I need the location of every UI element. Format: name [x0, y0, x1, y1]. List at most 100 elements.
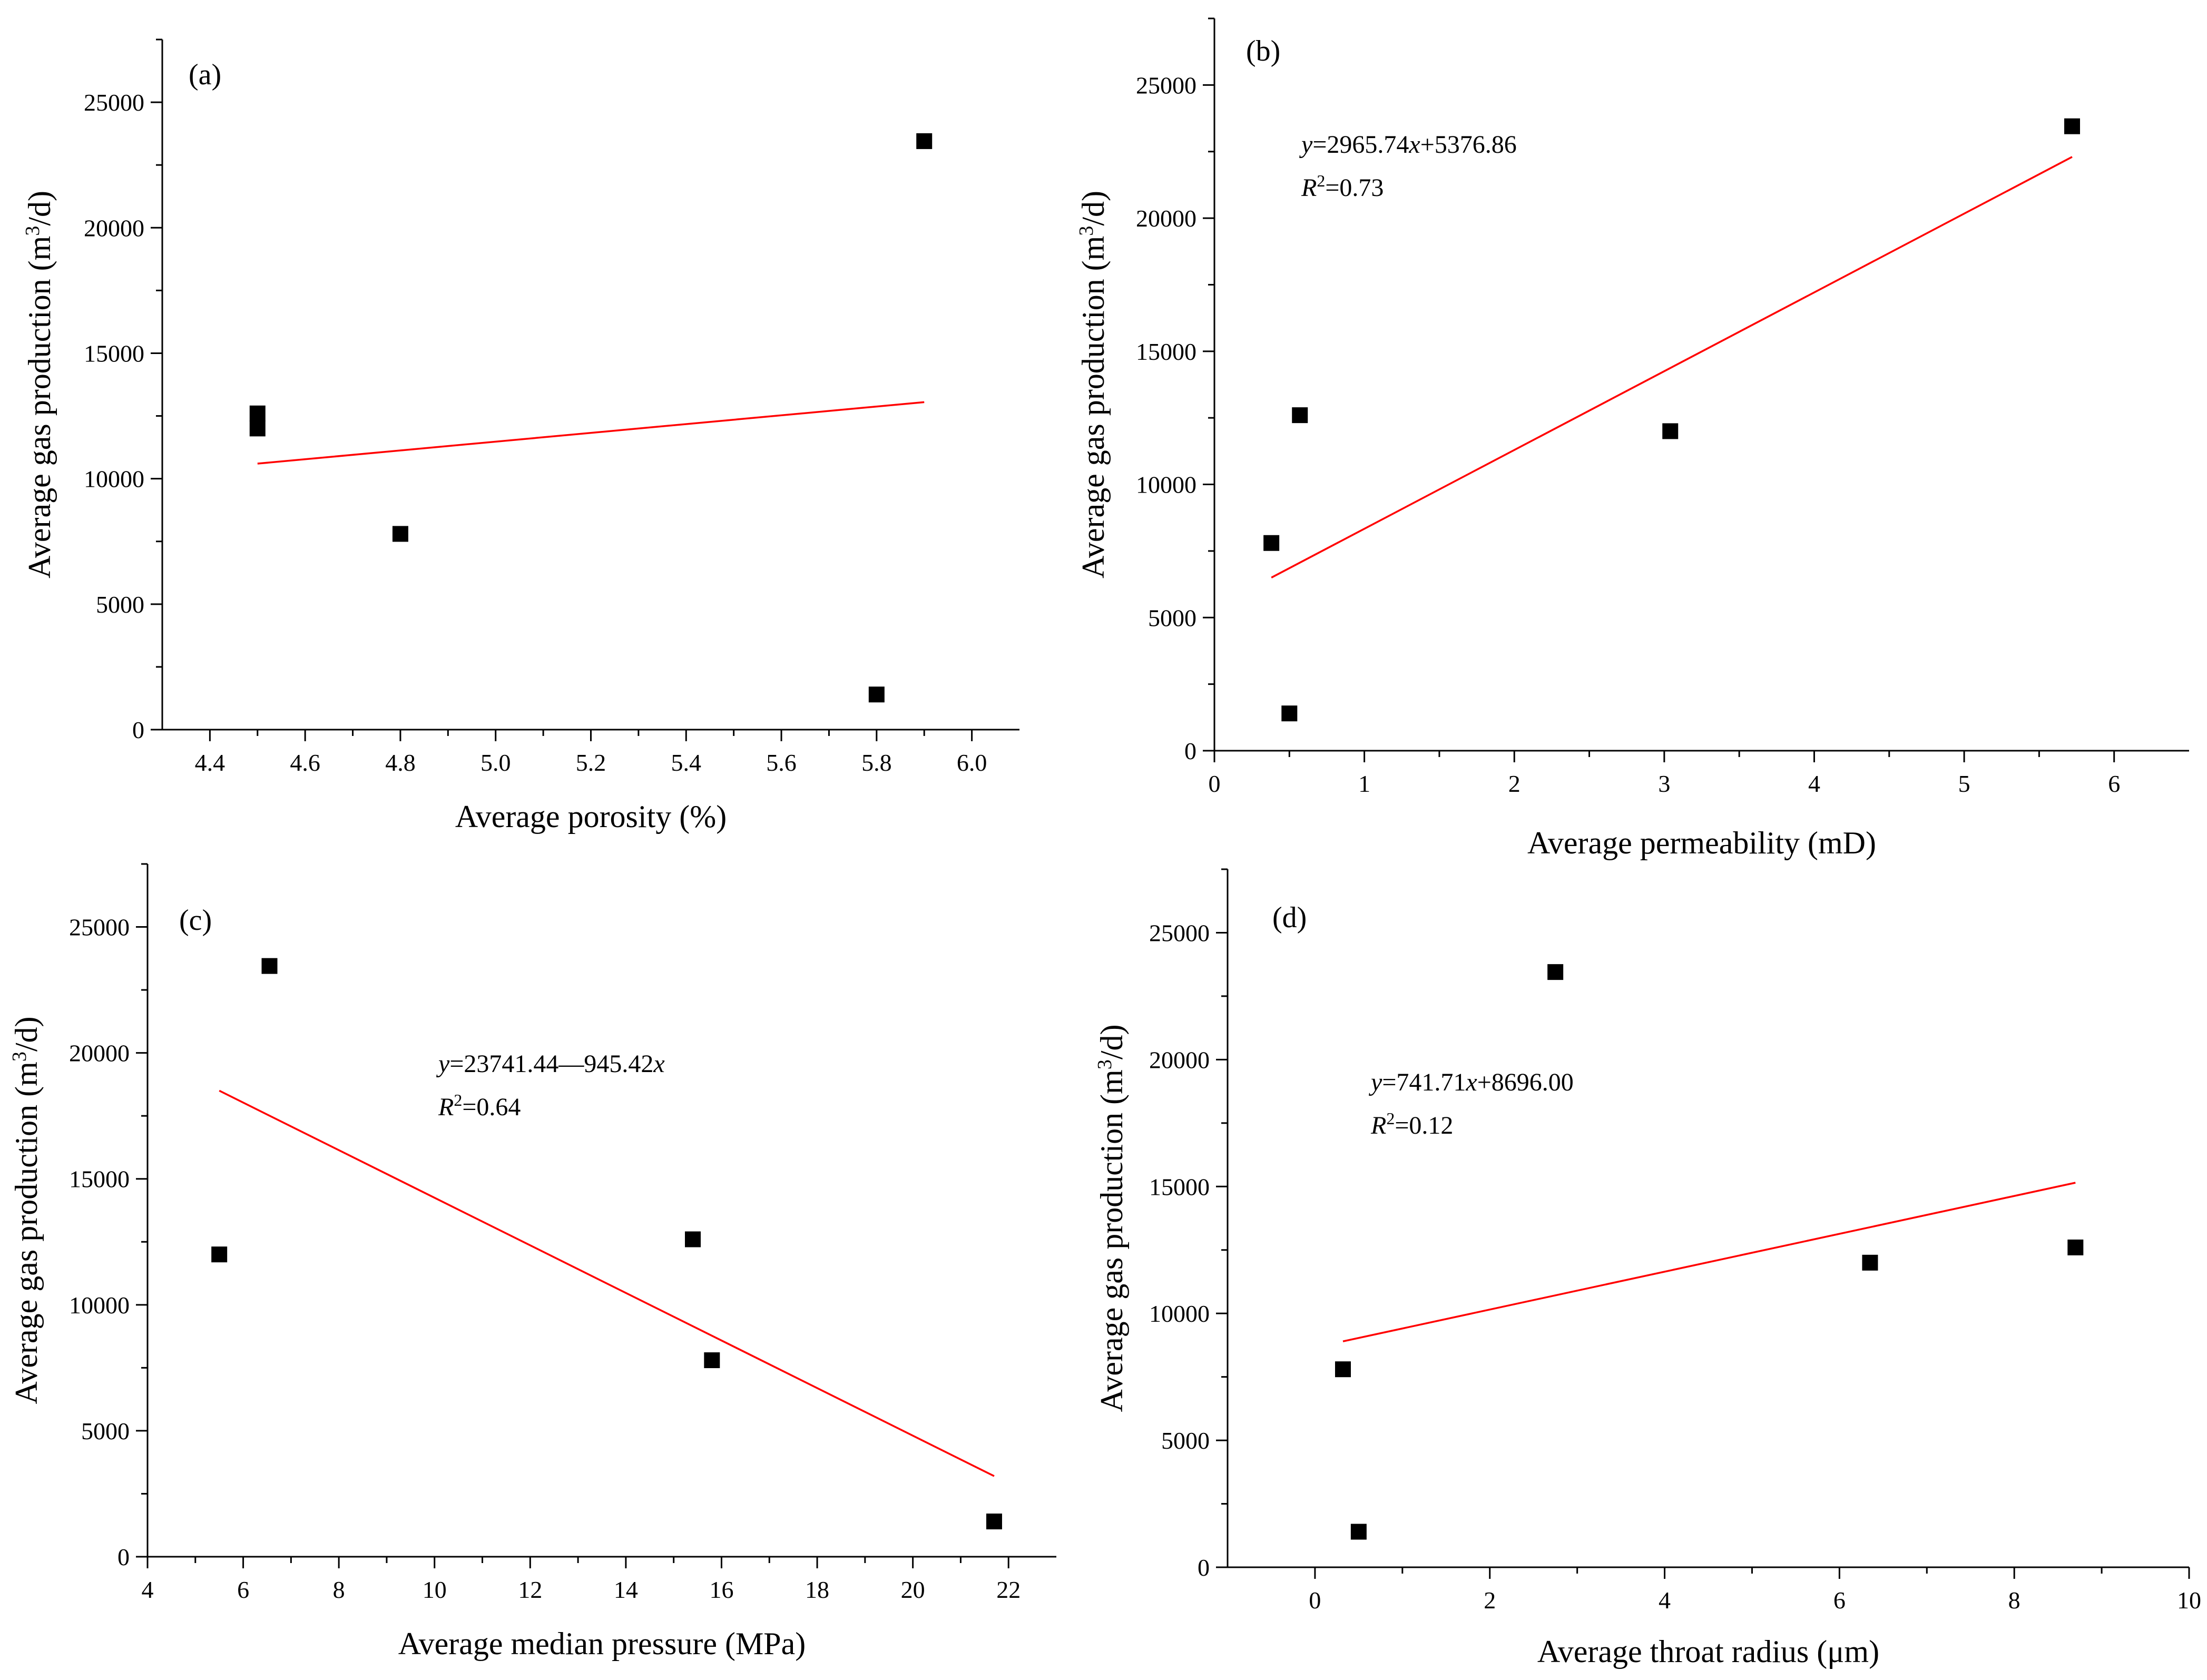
x-tick-label: 4	[1659, 1587, 1671, 1614]
equation-intercept: +8696.00	[1477, 1068, 1574, 1096]
equation-x-var: x	[1465, 1068, 1477, 1096]
equation-rhs: =741.71	[1382, 1068, 1466, 1096]
y-tick-label: 25000	[69, 914, 130, 941]
x-tick-label: 4	[142, 1576, 154, 1603]
x-tick-label: 6	[1833, 1587, 1846, 1614]
y-tick-label: 15000	[69, 1166, 130, 1193]
panel-label: (d)	[1272, 901, 1307, 934]
x-tick-label: 10	[423, 1576, 447, 1603]
y-axis-title-part: /d)	[9, 1017, 44, 1052]
y-tick-label: 20000	[84, 214, 144, 241]
x-tick-label: 14	[614, 1576, 638, 1603]
equation-y-var: y	[1368, 1068, 1382, 1096]
x-tick-label: 0	[1309, 1587, 1321, 1614]
x-tick-label: 3	[1658, 770, 1670, 797]
fit-line	[1342, 1182, 2076, 1342]
x-tick-label: 6	[237, 1576, 249, 1603]
x-tick-label: 20	[901, 1576, 925, 1603]
x-tick-label: 5.6	[766, 749, 797, 776]
fit-line	[257, 401, 925, 465]
data-point	[1281, 705, 1298, 722]
x-tick-label: 0	[1209, 770, 1221, 797]
y-tick-label: 0	[132, 716, 144, 743]
equation-rhs: =23741.44—945.42	[449, 1050, 653, 1078]
r-squared-exponent: 2	[1386, 1109, 1395, 1128]
y-tick-label: 5000	[81, 1418, 130, 1445]
data-point	[916, 133, 933, 149]
y-axis-title-part: Average gas production (m	[1094, 1069, 1129, 1412]
panel-label: (c)	[179, 904, 212, 937]
y-tick-label: 25000	[1136, 72, 1196, 99]
x-tick-label: 5	[1958, 770, 1970, 797]
x-tick-label: 4.4	[195, 749, 225, 776]
y-axis-title-superscript: 3	[1094, 1059, 1116, 1069]
r-squared-var: R	[1301, 174, 1317, 202]
x-tick-label: 5.8	[861, 749, 892, 776]
y-axis-title-part: /d)	[1076, 191, 1111, 226]
equation-y-var: y	[1299, 131, 1313, 159]
r-squared-var: R	[1370, 1112, 1386, 1139]
x-tick-label: 2	[1508, 770, 1521, 797]
x-axis-title: Average throat radius (μm)	[1537, 1634, 1879, 1669]
x-tick-label: 4.6	[290, 749, 320, 776]
y-tick-label: 10000	[1149, 1300, 1210, 1327]
y-tick-label: 20000	[69, 1040, 130, 1067]
panel-c: 4 6 8 10 12 14 16 18 20 22 0 5000 10000 15000 20000 250…	[8, 863, 1056, 1661]
panel-b: 0 1 2 3 4 5 6 0 5000 10000 15000 20000 25000 Average …	[1075, 17, 2189, 860]
r-squared: R2=0.12	[1370, 1109, 1453, 1139]
data-point	[704, 1352, 720, 1369]
y-tick-label: 10000	[69, 1292, 130, 1319]
y-tick-label: 10000	[1136, 471, 1196, 498]
x-tick-label: 5.2	[576, 749, 606, 776]
x-tick-label: 8	[2008, 1587, 2020, 1614]
y-tick-label: 0	[1198, 1554, 1210, 1581]
r-squared-value: =0.73	[1325, 174, 1384, 202]
x-tick-label: 22	[996, 1576, 1021, 1603]
x-tick-label: 2	[1484, 1587, 1496, 1614]
y-axis-title-part: Average gas production (m	[1076, 236, 1111, 578]
y-axis-title-superscript: 3	[22, 226, 44, 236]
y-axis-title: Average gas production (m3/d)	[22, 191, 57, 578]
r-squared: R2=0.64	[438, 1090, 521, 1121]
data-point	[1547, 964, 1564, 980]
y-tick-label: 0	[117, 1544, 130, 1570]
x-tick-label: 12	[518, 1576, 542, 1603]
x-axis-title: Average median pressure (MPa)	[398, 1626, 806, 1661]
y-axis-title-part: Average gas production (m	[22, 236, 57, 578]
equation-x-var: x	[1408, 131, 1420, 159]
x-tick-label: 8	[333, 1576, 345, 1603]
panel-label: (b)	[1246, 35, 1280, 67]
r-squared-value: =0.12	[1395, 1112, 1453, 1139]
data-point	[868, 686, 885, 703]
x-tick-label: 16	[709, 1576, 733, 1603]
data-point	[1263, 535, 1280, 551]
x-tick-label: 18	[805, 1576, 829, 1603]
x-tick-label: 1	[1358, 770, 1370, 797]
r-squared-var: R	[438, 1093, 454, 1121]
data-point	[2064, 118, 2080, 134]
y-tick-label: 10000	[84, 466, 144, 493]
x-tick-label: 5.0	[480, 749, 511, 776]
data-point	[2067, 1239, 2084, 1255]
data-point	[1662, 423, 1679, 439]
y-axis-title: Average gas production (m3/d)	[1075, 191, 1111, 578]
x-tick-label: 6	[2108, 770, 2120, 797]
equation-y-var: y	[436, 1050, 450, 1078]
y-axis-title-part: /d)	[22, 191, 57, 226]
y-tick-label: 15000	[84, 340, 144, 367]
equation-rhs: =2965.74	[1312, 131, 1409, 159]
y-tick-label: 25000	[1149, 919, 1210, 946]
y-axis-title: Average gas production (m3/d)	[1094, 1025, 1129, 1412]
y-axis-title-part: Average gas production (m	[9, 1062, 44, 1404]
fit-line	[1271, 156, 2073, 579]
r-squared-exponent: 2	[1317, 171, 1325, 190]
fit-equation: y=23741.44—945.42x	[436, 1050, 665, 1078]
data-point	[249, 420, 266, 437]
data-point	[211, 1246, 228, 1263]
data-point	[261, 958, 278, 974]
y-tick-label: 5000	[96, 591, 144, 618]
data-point	[685, 1231, 701, 1247]
y-tick-label: 20000	[1149, 1046, 1210, 1073]
x-tick-label: 5.4	[671, 749, 702, 776]
